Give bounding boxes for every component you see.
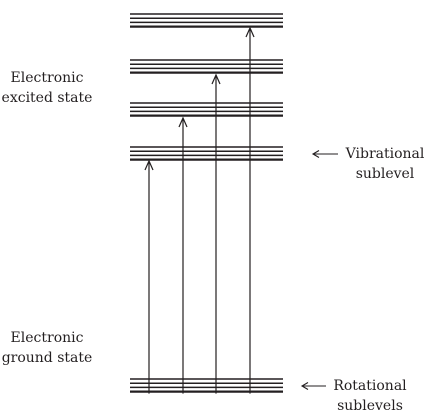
vibrational-sublevel-label-line-2: sublevel [355, 166, 415, 182]
rotational-sublevels-label-line-2: sublevels [337, 398, 403, 414]
vibrational-sublevel-label: Vibrational sublevel [342, 144, 428, 184]
excited-state-label: Electronic excited state [0, 68, 94, 108]
rotational-pointer-arrow-head [300, 382, 309, 390]
transition-arrow-1-head [144, 159, 154, 171]
ground-state-label: Electronic ground state [0, 328, 94, 368]
rotational-sublevels-label: Rotational sublevels [330, 376, 410, 416]
excited-state-label-line-2: excited state [1, 90, 93, 106]
rotational-sublevels-label-line-1: Rotational [333, 378, 407, 394]
ground-state-label-line-2: ground state [1, 350, 93, 366]
vibrational-sublevel-label-line-1: Vibrational [345, 146, 425, 162]
transition-arrow-4-head [245, 26, 255, 38]
transition-arrow-3-head [211, 73, 221, 85]
ground-state-label-line-1: Electronic [10, 330, 84, 346]
excited-state-label-line-1: Electronic [10, 70, 84, 86]
vibrational-pointer-arrow-head [311, 150, 320, 158]
transition-arrow-2-head [178, 116, 188, 128]
